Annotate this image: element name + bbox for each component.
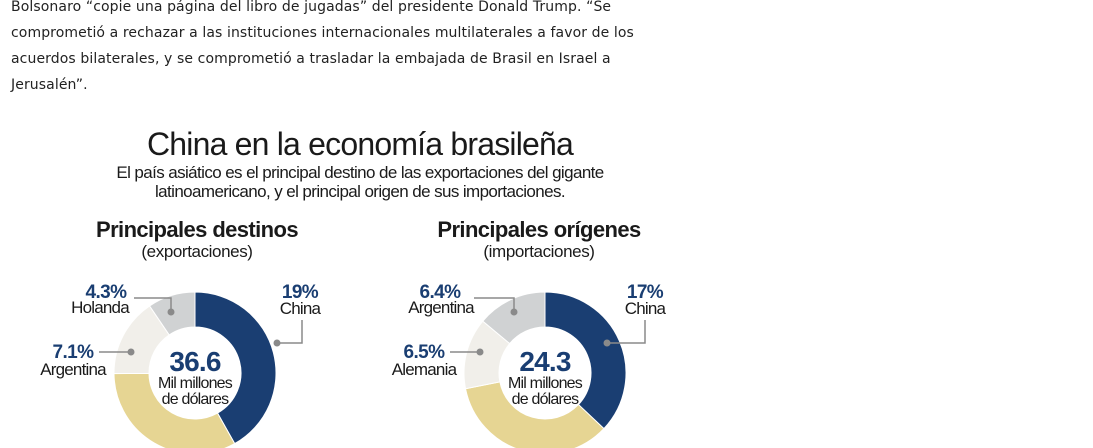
exports-title: Principales destinos: [96, 217, 299, 242]
slice-category-label: China: [625, 299, 667, 318]
center-total-value: 24.3: [519, 346, 571, 377]
center-total-value: 36.6: [169, 346, 221, 377]
center-unit-label: de dólares: [512, 391, 580, 408]
slice-category-label: Argentina: [40, 360, 107, 379]
article-line: Jerusalén”.: [11, 77, 88, 93]
exports-panel-heading: Principales destinos (exportaciones): [47, 218, 347, 262]
donut-slice: [113, 372, 236, 448]
imports-title: Principales orígenes: [437, 217, 641, 242]
leader-dot: [127, 348, 135, 356]
slice-category-label: Argentina: [408, 298, 475, 317]
article-line: comprometió a rechazar a las institucion…: [11, 25, 634, 41]
infographic-subtitle: El país asiático es el principal destino…: [0, 163, 720, 201]
subtitle-line: latinoamericano, y el principal origen d…: [154, 182, 566, 201]
slice-category-label: Alemania: [392, 360, 458, 379]
donut-charts: 19%China7.1%Argentina4.3%Holanda36.6Mil …: [40, 282, 667, 448]
article-text: Bolsonaro “copie una página del libro de…: [11, 0, 691, 98]
slice-value-label: 17%: [627, 282, 664, 303]
slice-value-label: 19%: [282, 282, 319, 303]
slice-category-label: China: [280, 299, 322, 318]
donut-slice: [194, 291, 277, 445]
leader-dot: [510, 308, 518, 316]
leader-line: [277, 320, 303, 344]
slice-value-label: 7.1%: [53, 342, 95, 363]
slice-value-label: 6.5%: [404, 342, 446, 363]
imports-panel-heading: Principales orígenes (importaciones): [389, 218, 689, 262]
donut-slice: [482, 291, 546, 345]
slice-value-label: 4.3%: [86, 282, 128, 303]
center-unit-label: Mil millones: [508, 375, 583, 392]
donut-slice: [464, 381, 605, 448]
article-line: Bolsonaro “copie una página del libro de…: [11, 0, 612, 15]
leader-dot: [273, 339, 281, 347]
leader-dot: [603, 339, 611, 347]
slice-category-label: Holanda: [71, 298, 130, 317]
leader-line: [474, 297, 515, 312]
subtitle-line: El país asiático es el principal destino…: [116, 163, 604, 182]
infographic-title: China en la economía brasileña: [146, 126, 574, 162]
leader-dot: [476, 348, 484, 356]
leader-dot: [167, 308, 175, 316]
center-unit-label: de dólares: [162, 391, 230, 408]
imports-subtitle: (importaciones): [483, 242, 595, 261]
article-line: acuerdos bilaterales, y se comprometió a…: [11, 51, 611, 67]
exports-subtitle: (exportaciones): [141, 242, 253, 261]
infographic: China en la economía brasileña El país a…: [0, 118, 720, 448]
center-unit-label: Mil millones: [158, 375, 233, 392]
donut-slice: [544, 291, 627, 430]
leader-line: [607, 320, 646, 344]
slice-value-label: 6.4%: [420, 282, 462, 303]
leader-line: [134, 297, 172, 312]
